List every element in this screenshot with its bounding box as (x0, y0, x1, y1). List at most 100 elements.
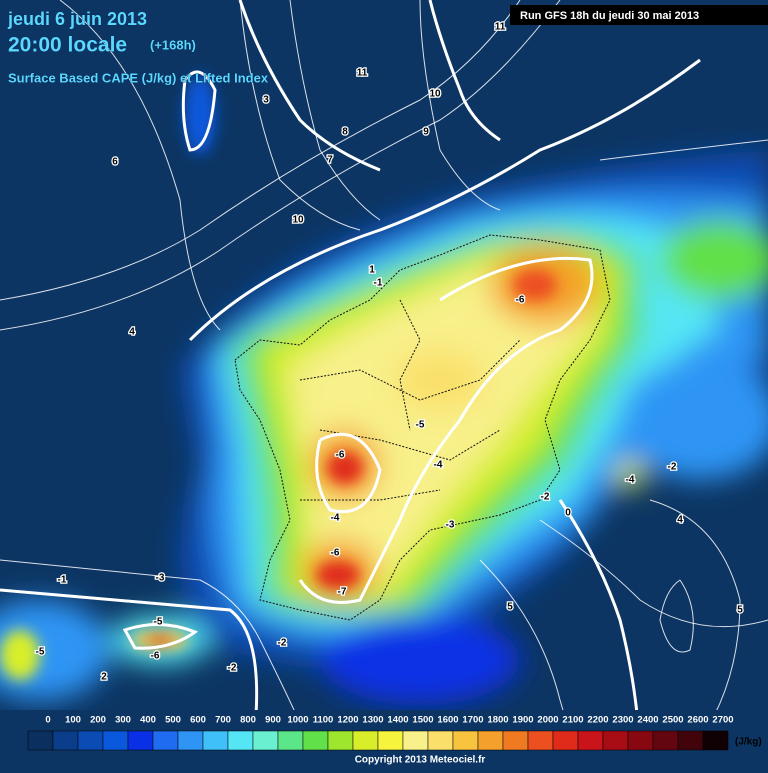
colorbar-swatch (377, 730, 404, 751)
contour-label: -3 (446, 520, 455, 531)
time: 20:00 locale (8, 34, 127, 57)
lead-time: (+168h) (150, 37, 196, 52)
colorbar-label: 100 (65, 715, 81, 726)
contour-label: -2 (668, 462, 677, 473)
contour-label: 11 (495, 22, 506, 33)
contour-label: -2 (541, 492, 550, 503)
contour-label: 0 (565, 508, 571, 519)
contour-label: 5 (507, 602, 513, 613)
contour-label: -4 (434, 460, 443, 471)
colorbar-label: 1800 (487, 715, 508, 726)
colorbar-label: 1500 (412, 715, 433, 726)
map-title: Surface Based CAPE (J/kg) et Lifted Inde… (8, 70, 269, 85)
contour-label: 6 (112, 157, 118, 168)
colorbar-swatch (77, 730, 104, 751)
contour-label: -5 (154, 617, 163, 628)
colorbar-label: 2500 (662, 715, 683, 726)
run-info: Run GFS 18h du jeudi 30 mai 2013 (520, 10, 699, 22)
colorbar-swatch (52, 730, 79, 751)
borders (234, 234, 611, 621)
colorbar-label: 1200 (337, 715, 358, 726)
contour-label: -5 (36, 647, 45, 658)
colorbar-label: 2100 (562, 715, 583, 726)
colorbar-label: 300 (115, 715, 131, 726)
colorbar-label: 800 (240, 715, 256, 726)
colorbar-swatch (102, 730, 129, 751)
colorbar-label: 1900 (512, 715, 533, 726)
colorbar-label: 1100 (313, 715, 334, 726)
contour-label: -7 (338, 587, 347, 598)
colorbar-swatch (702, 730, 729, 751)
colorbar-swatch (177, 730, 204, 751)
contour-label: -6 (331, 548, 340, 559)
contour-label: 7 (327, 155, 333, 166)
colorbar-label: 2700 (712, 715, 733, 726)
contour-label: -1 (58, 575, 67, 586)
contour-label: 10 (429, 89, 441, 100)
colorbar-swatch (152, 730, 179, 751)
colorbar-label: 1400 (387, 715, 408, 726)
colorbar-swatch (277, 730, 304, 751)
contour-label: 4 (129, 327, 135, 338)
contour-label: 11 (357, 68, 368, 79)
colorbar-swatch (652, 730, 679, 751)
contour-label: 3 (263, 95, 269, 106)
colorbar-swatch (202, 730, 229, 751)
colorbar-swatch (552, 730, 579, 751)
colorbar-swatch (602, 730, 629, 751)
colorbar-label: 200 (90, 715, 106, 726)
colorbar-label: 400 (140, 715, 156, 726)
contour-label: 8 (342, 127, 348, 138)
contour-label: -4 (626, 475, 635, 486)
contour-label: 9 (423, 127, 429, 138)
contour-label: -3 (156, 573, 165, 584)
colorbar-swatch (327, 730, 354, 751)
colorbar-swatch (627, 730, 654, 751)
colorbar-label: 700 (215, 715, 231, 726)
colorbar-swatch (452, 730, 479, 751)
contour-label: -2 (278, 638, 287, 649)
contour-label: -6 (151, 651, 160, 662)
colorbar-label: 1300 (362, 715, 383, 726)
colorbar-swatch (402, 730, 429, 751)
contour-label: 1 (369, 265, 375, 276)
colorbar: 0 100 200 300 400 500 600 700 800 900 1000 1100 1200… (27, 715, 734, 751)
cape-peaks (0, 75, 557, 680)
colorbar-swatch (352, 730, 379, 751)
contour-label: -5 (416, 420, 425, 431)
run-box (510, 5, 768, 25)
colorbar-unit: (J/kg) (735, 737, 762, 748)
colorbar-label: 1700 (462, 715, 483, 726)
colorbar-label: 2000 (537, 715, 558, 726)
colorbar-swatch (427, 730, 454, 751)
colorbar-label: 900 (265, 715, 281, 726)
cape-field (0, 150, 768, 705)
contour-labels: -6 -6 -7 -6 -5 -6 -5 -4 -4 -3 -2 -3 -2 -1 0 1 2 3 4 5 6 7 8 9 10… (34, 20, 744, 684)
contour-label: -4 (331, 513, 340, 524)
colorbar-swatch (302, 730, 329, 751)
colorbar-swatch (127, 730, 154, 751)
contour-label: 10 (292, 215, 304, 226)
contour-label: -1 (374, 278, 383, 289)
contour-label: -6 (516, 295, 525, 306)
colorbar-label: 500 (165, 715, 181, 726)
colorbar-label: 600 (190, 715, 206, 726)
colorbar-swatch (27, 730, 54, 751)
colorbar-swatch (577, 730, 604, 751)
colorbar-swatch (527, 730, 554, 751)
contour-label: 5 (737, 605, 743, 616)
colorbar-label: 2200 (587, 715, 608, 726)
colorbar-label: 2400 (637, 715, 658, 726)
colorbar-swatch (677, 730, 704, 751)
contour-label: -6 (336, 450, 345, 461)
colorbar-label: 1600 (437, 715, 458, 726)
date: jeudi 6 juin 2013 (7, 9, 147, 29)
copyright: Copyright 2013 Meteociel.fr (355, 755, 486, 766)
contour-label: 4 (677, 515, 683, 526)
colorbar-label: 2300 (612, 715, 633, 726)
colorbar-swatch (227, 730, 254, 751)
contour-label: -2 (228, 663, 237, 674)
contour-label: 2 (101, 672, 107, 683)
